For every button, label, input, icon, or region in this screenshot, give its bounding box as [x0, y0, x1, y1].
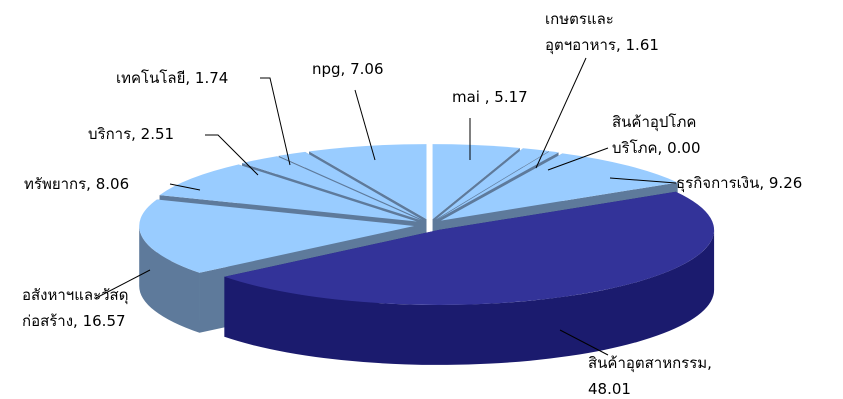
- pie-slice-3: [436, 151, 559, 220]
- slice-label-5-line-1: สินค้าอุตสาหกรรม,: [588, 354, 712, 373]
- slice-rim: [224, 229, 715, 365]
- slice-label-2-line-1: เกษตรและ: [545, 10, 614, 28]
- leader-line-10: [354, 89, 376, 161]
- pie-slice-6: [139, 199, 415, 273]
- pie-slice-2: [435, 148, 549, 220]
- slice-label-7-line-1: ทรัพยากร, 8.06: [24, 175, 129, 193]
- slice-rim: [139, 225, 200, 333]
- leader-line-2: [535, 57, 587, 169]
- slice-label-6-line-1: อสังหาฯและวัสดุ: [22, 286, 128, 305]
- leader-line-6: [95, 269, 151, 299]
- slice-label-3-line-2: บริโภค, 0.00: [612, 139, 701, 157]
- leader-lines-layer: [95, 57, 677, 356]
- leader-line-9: [260, 77, 291, 166]
- leader-line-4: [609, 177, 677, 184]
- slice-label-4-line-1: ธุรกิจการเงิน, 9.26: [676, 174, 802, 193]
- slice-tops-layer: [139, 144, 715, 305]
- leader-line-7: [169, 183, 201, 191]
- pie-slice-9: [278, 151, 423, 220]
- slice-label-8-line-1: บริการ, 2.51: [88, 125, 174, 143]
- pie-slice-8: [242, 156, 421, 221]
- slice-label-1-line-1: mai , 5.17: [452, 88, 528, 106]
- pie-slice-7: [159, 164, 417, 222]
- leader-line-3: [547, 147, 609, 171]
- slice-label-6-line-2: ก่อสร้าง, 16.57: [22, 312, 126, 330]
- pie-slice-1: [432, 144, 520, 220]
- slice-label-3-line-1: สินค้าอุปโภค: [612, 113, 696, 132]
- pie-slice-10: [309, 144, 427, 220]
- pie-slice-5: [224, 191, 715, 305]
- leader-line-8: [205, 134, 259, 176]
- slice-label-10-line-1: npg, 7.06: [312, 60, 383, 78]
- leader-line-5: [559, 329, 609, 356]
- slice-label-5-line-2: 48.01: [588, 380, 631, 398]
- slice-label-9-line-1: เทคโนโลยี, 1.74: [116, 69, 228, 87]
- pie-slice-4: [440, 153, 678, 221]
- slice-label-2-line-2: อุตฯอาหาร, 1.61: [545, 36, 659, 55]
